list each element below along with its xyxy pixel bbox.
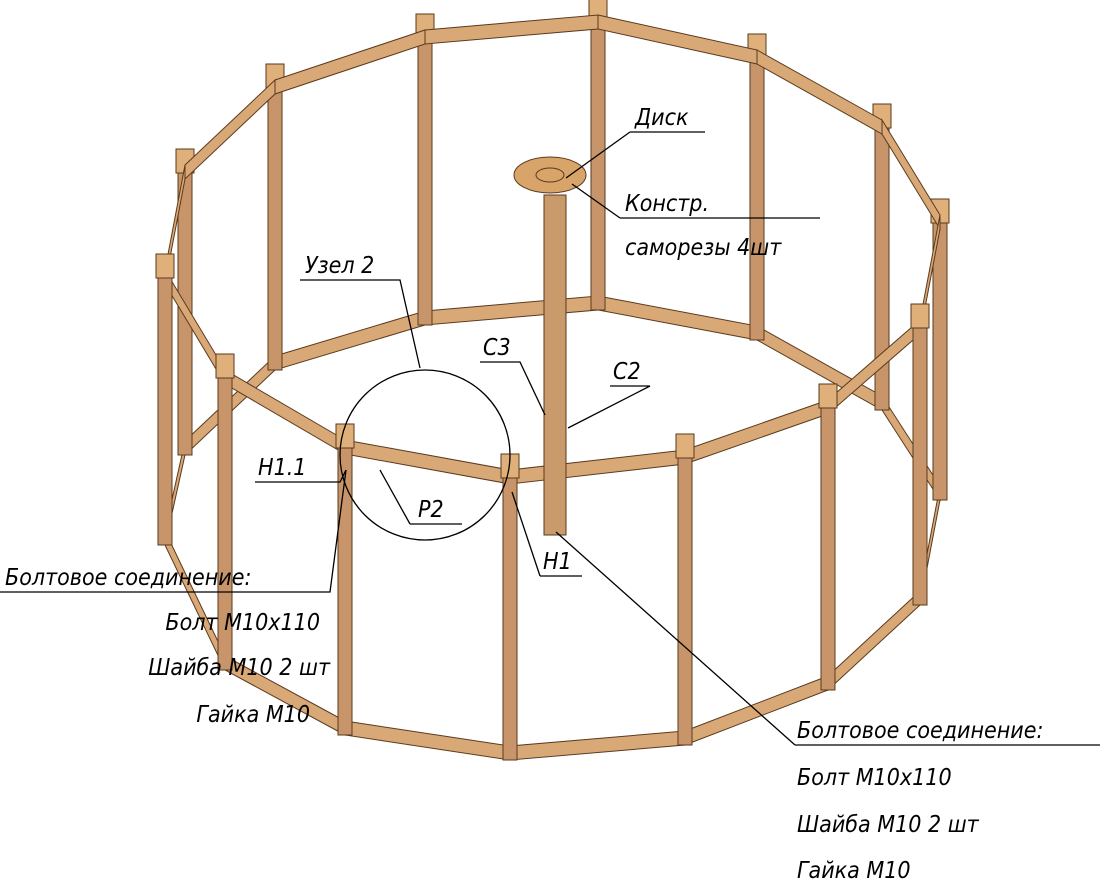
post <box>268 68 282 370</box>
label: Н1 <box>543 549 572 575</box>
label: саморезы 4шт <box>625 235 782 261</box>
callout-left: Болтовое соединение: Болт М10х110 Шайба … <box>5 565 331 728</box>
post <box>418 18 432 325</box>
callout-title: Болтовое соединение: <box>797 718 1043 744</box>
post <box>678 438 692 745</box>
label: С3 <box>483 335 511 361</box>
upper-beam <box>185 80 275 179</box>
bracket <box>676 434 694 458</box>
upper-beam <box>757 50 882 134</box>
label: Диск <box>634 105 689 131</box>
post <box>158 258 172 545</box>
lower-beam <box>598 296 757 340</box>
label: Р2 <box>418 497 444 523</box>
upper-beam <box>345 440 510 484</box>
post <box>750 38 764 340</box>
callout-title: Болтовое соединение: <box>5 565 251 591</box>
upper-beam <box>510 450 685 484</box>
callout-line: Болт М10х110 <box>165 610 320 636</box>
post <box>503 458 517 760</box>
upper-beam <box>425 15 598 44</box>
callout-line: Гайка М10 <box>797 858 911 884</box>
bracket <box>216 354 234 378</box>
bracket <box>911 304 929 328</box>
upper-beam <box>275 30 425 94</box>
upper-beam <box>598 15 757 64</box>
label: Узел 2 <box>305 253 374 279</box>
post <box>913 308 927 605</box>
callout-line: Шайба М10 2 шт <box>797 812 980 838</box>
upper-beam <box>882 120 940 229</box>
callout-line: Шайба М10 2 шт <box>148 655 331 681</box>
lower-beam <box>510 731 685 760</box>
upper-beam <box>685 400 828 464</box>
bracket <box>156 254 174 278</box>
callout-right: Болтовое соединение: Болт М10х110 Шайба … <box>797 718 1043 884</box>
label: Н1.1 <box>258 455 306 481</box>
callout-line: Гайка М10 <box>196 702 310 728</box>
lower-beam <box>345 721 510 760</box>
label: Констр. <box>625 191 709 217</box>
post <box>591 3 605 310</box>
upper-beam <box>225 370 345 454</box>
lower-beam <box>165 531 225 670</box>
lower-beam <box>425 296 598 325</box>
lower-beam <box>275 311 425 370</box>
lower-beam <box>882 396 940 500</box>
assembly-drawing: Диск Констр. саморезы 4шт Узел 2 С3 С2 Н… <box>0 0 1104 887</box>
post <box>821 388 835 690</box>
label: С2 <box>613 359 641 385</box>
lower-beam <box>828 591 920 690</box>
callout-line: Болт М10х110 <box>797 765 952 791</box>
bracket <box>819 384 837 408</box>
